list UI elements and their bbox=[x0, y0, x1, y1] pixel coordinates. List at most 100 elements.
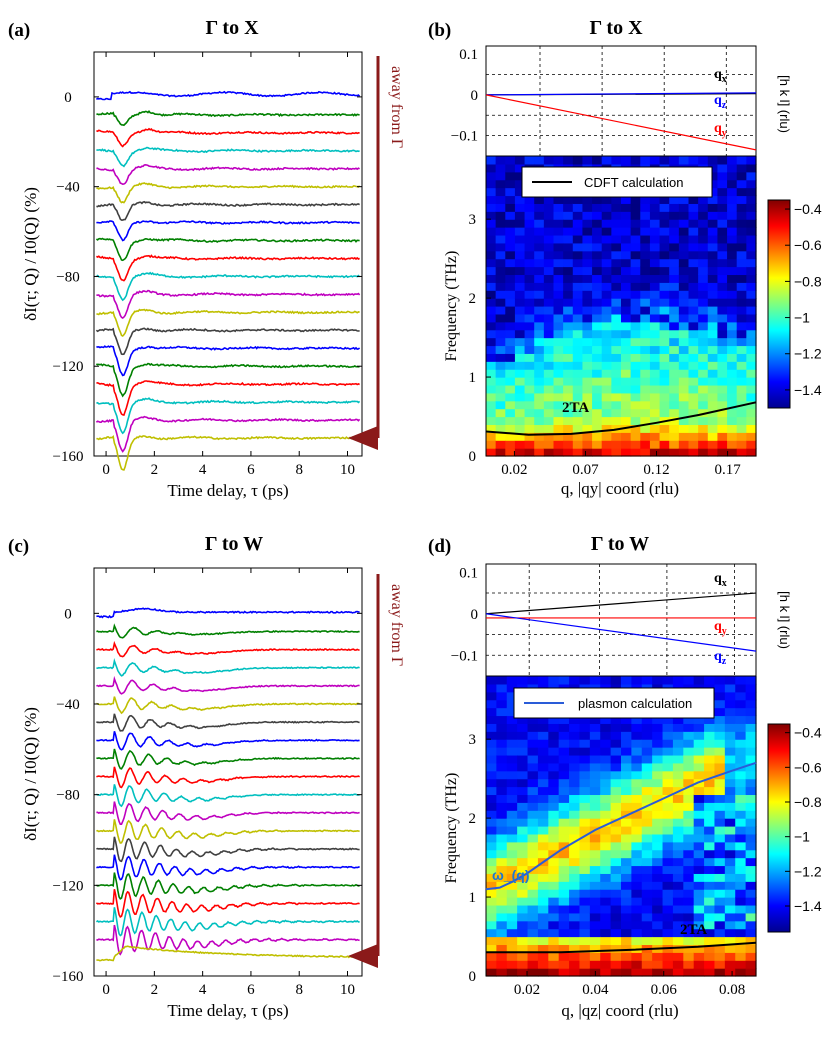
heat-cell-d bbox=[745, 952, 757, 961]
heat-cell-d bbox=[662, 762, 674, 772]
ytick-label-a-4: −160 bbox=[53, 449, 84, 465]
heat-cell-d bbox=[714, 889, 726, 898]
inset-line-qy-b bbox=[485, 94, 757, 151]
heat-cell-b bbox=[601, 369, 612, 378]
heat-cell-b bbox=[534, 156, 545, 165]
heat-cell-d bbox=[527, 897, 539, 906]
heat-cell-d bbox=[527, 960, 539, 969]
heat-cell-b bbox=[727, 369, 738, 378]
heat-cell-d bbox=[537, 802, 549, 811]
heat-cell-d bbox=[506, 960, 518, 969]
trace-c-12 bbox=[96, 819, 360, 844]
heat-cell-b bbox=[514, 234, 526, 244]
heat-cell-b bbox=[688, 266, 699, 276]
heat-cell-d bbox=[693, 920, 705, 930]
cb-tick-label-b-5: −1.4 bbox=[794, 382, 822, 398]
heat-cell-d bbox=[548, 739, 560, 748]
heat-cell-d bbox=[579, 826, 591, 835]
heat-cell-d bbox=[672, 952, 684, 961]
heat-cell-b bbox=[649, 298, 661, 307]
heat-cell-b bbox=[669, 377, 680, 386]
heat-cell-d bbox=[693, 968, 705, 977]
heat-cell-b bbox=[630, 361, 641, 370]
heat-cell-d bbox=[600, 865, 612, 874]
heat-cell-d bbox=[652, 849, 664, 859]
heat-cell-d bbox=[724, 889, 736, 898]
heat-cell-b bbox=[669, 250, 680, 260]
heat-cell-d bbox=[631, 920, 643, 930]
heat-cell-d bbox=[745, 833, 757, 843]
heat-cell-d bbox=[693, 802, 705, 811]
heat-cell-b bbox=[707, 211, 719, 220]
heat-cell-d bbox=[569, 754, 581, 764]
heat-cell-d bbox=[641, 889, 653, 898]
heat-cell-b bbox=[592, 298, 603, 307]
heat-cell-b bbox=[601, 448, 612, 457]
heat-cell-b bbox=[688, 392, 699, 402]
heat-cell-b bbox=[563, 203, 574, 212]
heat-cell-d bbox=[735, 739, 747, 748]
heat-cell-b bbox=[524, 211, 535, 220]
heat-cell-b bbox=[563, 195, 574, 204]
heat-cell-d bbox=[652, 754, 664, 764]
heat-cell-b bbox=[688, 227, 699, 236]
heat-cell-d bbox=[662, 802, 674, 811]
heat-cell-b bbox=[717, 250, 728, 260]
heat-cell-d bbox=[496, 715, 508, 724]
heat-cell-d bbox=[652, 912, 664, 922]
heat-cell-b bbox=[746, 416, 757, 426]
heat-cell-b bbox=[495, 187, 506, 197]
heat-cell-b bbox=[611, 242, 622, 252]
heat-cell-d bbox=[704, 810, 716, 819]
heat-cell-b bbox=[553, 337, 564, 347]
heat-cell-b bbox=[736, 377, 747, 386]
heat-cell-d bbox=[486, 849, 497, 859]
curve-b bbox=[485, 401, 757, 436]
heat-cell-b bbox=[553, 345, 564, 354]
heat-cell-b bbox=[553, 353, 564, 362]
heat-cell-d bbox=[631, 912, 643, 922]
heat-cell-b bbox=[621, 290, 632, 299]
heat-cell-b bbox=[736, 369, 747, 378]
heat-cell-b bbox=[553, 306, 564, 315]
heat-cell-b bbox=[505, 211, 516, 220]
heat-cell-d bbox=[610, 928, 622, 938]
heat-cell-d bbox=[735, 818, 747, 827]
heat-cell-b bbox=[688, 274, 699, 283]
trace-c-8 bbox=[96, 748, 360, 770]
heat-cell-b bbox=[649, 234, 661, 244]
xlabel-c: Time delay, τ (ps) bbox=[167, 1001, 288, 1020]
heat-cell-b bbox=[727, 400, 738, 410]
trace-c-0 bbox=[96, 607, 360, 619]
heat-cell-d bbox=[600, 968, 612, 977]
heat-cell-b bbox=[505, 400, 516, 410]
heat-cell-b bbox=[621, 250, 632, 260]
colorbar-d bbox=[767, 723, 791, 933]
heat-cell-d bbox=[610, 762, 622, 772]
heat-cell-d bbox=[517, 747, 529, 756]
heat-cell-b bbox=[640, 400, 651, 410]
heat-cell-d bbox=[486, 960, 497, 969]
heat-cell-d bbox=[537, 826, 549, 835]
heat-cell-d bbox=[621, 802, 632, 811]
heat-cell-d bbox=[579, 912, 591, 922]
heat-cell-b bbox=[746, 400, 757, 410]
heat-cell-d bbox=[610, 676, 622, 685]
heat-cell-b bbox=[514, 392, 526, 402]
heat-cell-b bbox=[649, 195, 661, 204]
heat-cell-d bbox=[652, 770, 664, 780]
heat-cell-b bbox=[649, 321, 661, 331]
heat-cell-d bbox=[610, 833, 622, 843]
heat-cell-b bbox=[563, 384, 574, 394]
heat-cell-b bbox=[630, 408, 641, 418]
heat-cell-d bbox=[714, 857, 726, 867]
heat-cell-b bbox=[678, 345, 690, 354]
heat-cell-b bbox=[621, 227, 632, 236]
heat-cell-d bbox=[537, 889, 549, 898]
heat-cell-d bbox=[537, 904, 549, 914]
heat-cell-d bbox=[724, 715, 736, 724]
heat-cell-d bbox=[631, 739, 643, 748]
heat-cell-b bbox=[659, 424, 670, 433]
heat-cell-d bbox=[621, 676, 632, 685]
heat-cell-b bbox=[514, 361, 526, 370]
